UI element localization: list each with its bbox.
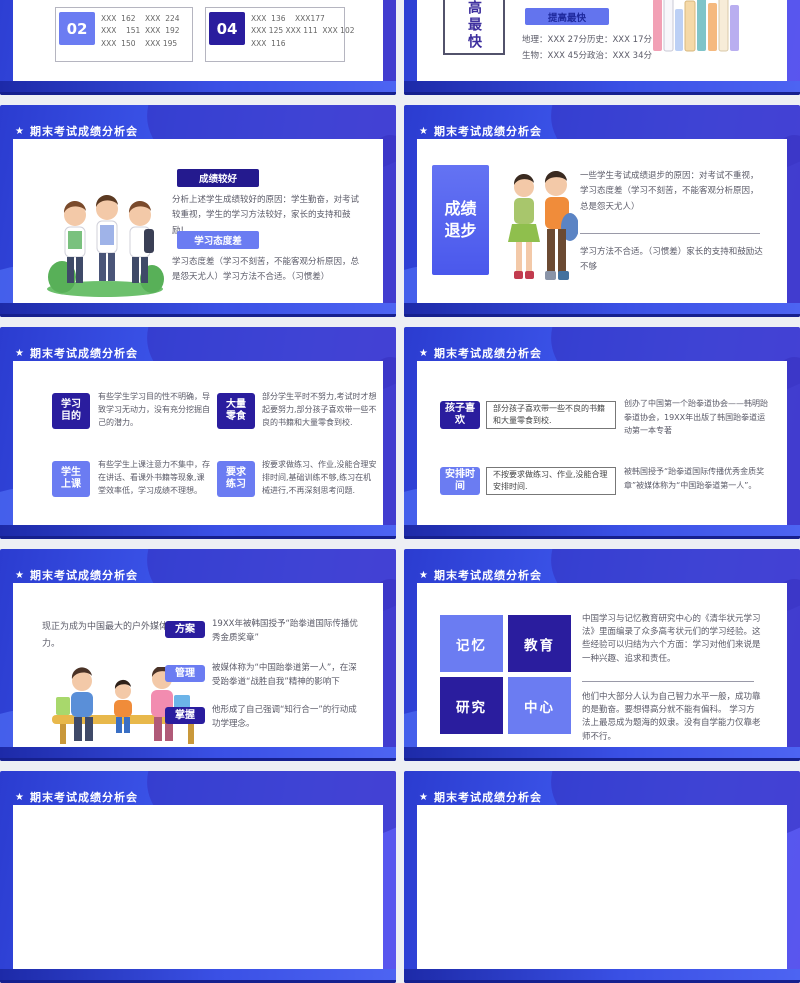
slide-header-title: 期末考试成绩分析会 — [433, 569, 542, 582]
star-icon: ★ — [15, 569, 25, 581]
two-students-illustration — [508, 171, 578, 280]
slide-header-title: 期末考试成绩分析会 — [433, 347, 542, 360]
manage-badge: 管理 — [165, 665, 205, 682]
snacks-badge: 大量零食 — [217, 393, 255, 429]
slide-thumbnail-7[interactable]: ★ 期末考试成绩分析会 现正为成为中国最大的户外媒体集团而努力。 方案 19XX… — [0, 549, 396, 761]
divider-line — [580, 233, 760, 234]
highlight-badge: 提高最快 — [525, 8, 609, 25]
stat-lines: XXX 162 XXX 224 XXX 151 XXX 192 XXX 150 … — [101, 14, 180, 48]
vertical-title: 提高最快 — [466, 0, 482, 51]
slide-thumbnail-4[interactable]: ★ 期末考试成绩分析会 成绩退步 一些学生考试成绩退步的原因：对考试不重视，学习… — [404, 105, 800, 317]
stat-lines: XXX 136 XXX177 XXX 125 XXX 111 XXX 102 X… — [251, 14, 355, 48]
practice-text: 按要求做练习、作业,没能合理安排时间,基础训练不够,练习在机械进行,不再深刻思考… — [262, 460, 377, 495]
slide-header: ★ 期末考试成绩分析会 — [15, 123, 138, 139]
class-attention-text: 有些学生上课注意力不集中，存在讲话、看课外书籍等现象,课堂效率低，学习成绩不理想… — [98, 460, 210, 495]
study-purpose-badge: 学习目的 — [52, 393, 90, 429]
research-square: 研究 — [440, 677, 503, 734]
slide-thumbnail-6[interactable]: ★ 期末考试成绩分析会 孩子喜欢 部分孩子喜欢带一些不良的书籍和大量零食到校. … — [404, 327, 800, 539]
education-square: 教育 — [508, 615, 571, 672]
books-illustration — [653, 0, 739, 52]
slide-footer-bar — [0, 969, 396, 983]
result-good-text: 分析上述学生成绩较好的原因：学生勤奋，对考试较重视，学生的学习方法较好，家长的支… — [172, 195, 360, 236]
study-purpose-text: 有些学生学习目的性不明确，导致学习无动力，没有充分挖掘自己的潜力。 — [98, 392, 210, 427]
slide-thumbnail-1[interactable]: 02 XXX 162 XXX 224 XXX 151 XXX 192 XXX 1… — [0, 0, 396, 95]
slide-header-title: 期末考试成绩分析会 — [29, 125, 138, 138]
vertical-title-box: 提高最快 — [443, 0, 505, 55]
slide-thumbnail-5[interactable]: ★ 期末考试成绩分析会 学习目的 有些学生学习目的性不明确，导致学习无动力，没有… — [0, 327, 396, 539]
star-icon: ★ — [15, 125, 25, 137]
slide-header-title: 期末考试成绩分析会 — [433, 791, 542, 804]
stat-box: 04 XXX 136 XXX177 XXX 125 XXX 111 XXX 10… — [205, 7, 355, 62]
result-good-badge: 成绩较好 — [177, 169, 259, 187]
slide-thumbnail-9[interactable]: ★ 期末考试成绩分析会 — [0, 771, 396, 983]
attitude-poor-text: 学习态度差（学习不刻苦，不能客观分析原因，总是怨天尤人）学习方法不合适。（习惯差… — [172, 257, 360, 283]
slide-header-title: 期末考试成绩分析会 — [433, 125, 542, 138]
stat-number-badge: 02 — [59, 12, 95, 45]
stat-box: 02 XXX 162 XXX 224 XXX 151 XXX 192 XXX 1… — [55, 7, 193, 62]
master-badge: 掌握 — [165, 707, 205, 724]
intro-text: 现正为成为中国最大的户外媒体集团而努力。 — [42, 622, 205, 650]
slide-footer-bar — [0, 81, 396, 95]
star-icon: ★ — [419, 347, 429, 359]
decline-title-block: 成绩退步 — [432, 165, 489, 275]
slide-footer-bar — [0, 303, 396, 317]
students-illustration — [47, 194, 164, 297]
schedule-text: 被韩国授予“跆拳道国际传播优秀金质奖章”被媒体称为“中国跆拳道第一人”。 — [624, 467, 765, 490]
slide-footer-bar — [404, 303, 800, 317]
slide-panel — [13, 805, 383, 969]
slide-header: ★ 期末考试成绩分析会 — [15, 345, 138, 361]
star-icon: ★ — [419, 569, 429, 581]
study-methods-text: 中国学习与记忆教育研究中心的《清华状元学习法》里面编录了众多高考状元们的学习经验… — [582, 614, 761, 664]
plan-text: 19XX年被韩国授予“跆拳道国际传播优秀金质奖章” — [212, 619, 358, 644]
star-icon: ★ — [15, 347, 25, 359]
slide-header-title: 期末考试成绩分析会 — [29, 791, 138, 804]
class-attention-badge: 学生上课 — [52, 461, 90, 497]
divider-line — [582, 681, 754, 682]
slide-header: ★ 期末考试成绩分析会 — [15, 567, 138, 583]
slide-thumbnail-10[interactable]: ★ 期末考试成绩分析会 — [404, 771, 800, 983]
decline-reason-text: 一些学生考试成绩退步的原因：对考试不重视，学习态度差（学习不刻苦，不能客观分析原… — [580, 171, 759, 212]
slide-header: ★ 期末考试成绩分析会 — [15, 789, 138, 805]
slide-footer-bar — [404, 525, 800, 539]
snacks-text: 部分学生平时不努力,考试时才想起要努力,部分孩子喜欢带一些不良的书籍和大量零食到… — [262, 392, 377, 427]
schedule-box: 不按要求做练习、作业,没能合理安排时间. — [486, 467, 616, 495]
slide-thumbnail-8[interactable]: ★ 期末考试成绩分析会 记忆 教育 研究 中心 中国学习与记忆教育研究中心的《清… — [404, 549, 800, 761]
slide-header: ★ 期末考试成绩分析会 — [419, 345, 542, 361]
star-icon: ★ — [15, 791, 25, 803]
center-square: 中心 — [508, 677, 571, 734]
star-icon: ★ — [419, 791, 429, 803]
attitude-poor-badge: 学习态度差 — [177, 231, 259, 249]
slide-footer-bar — [0, 525, 396, 539]
slide-thumbnail-3[interactable]: ★ 期末考试成绩分析会 成绩较好 分析上述学生成绩较好的原因：学生勤奋，对考试较… — [0, 105, 396, 317]
kids-like-box: 部分孩子喜欢带一些不良的书籍和大量零食到校. — [486, 401, 616, 429]
memory-square: 记忆 — [440, 615, 503, 672]
manage-text: 被媒体称为“中国跆拳道第一人”，在深受跆拳道“战胜自我”精神的影响下 — [212, 663, 357, 688]
decline-method-text: 学习方法不合适。（习惯差）家长的支持和鼓励达不够 — [580, 247, 763, 273]
slide-panel — [13, 361, 383, 525]
slide-thumbnail-2[interactable]: 提高最快 提高最快 地理：XXX 27分历史：XXX 17分 生物：XXX 45… — [404, 0, 800, 95]
slide-footer-bar — [404, 747, 800, 761]
schedule-badge: 安排时间 — [440, 467, 480, 495]
stat-number-badge: 04 — [209, 12, 245, 45]
star-icon: ★ — [419, 125, 429, 137]
kids-like-badge: 孩子喜欢 — [440, 401, 480, 429]
master-text: 他形成了自己强调“知行合一”的行动成功学理念。 — [212, 705, 357, 730]
slide-header: ★ 期末考试成绩分析会 — [419, 123, 542, 139]
slide-header-title: 期末考试成绩分析会 — [29, 569, 138, 582]
slide-panel — [417, 805, 787, 969]
slide-header: ★ 期末考试成绩分析会 — [419, 567, 542, 583]
diligence-text: 他们中大部分人认为自己智力水平一般，成功靠的是勤奋。要想得高分就不能有偏科。 学… — [582, 692, 761, 742]
subject-scores: 地理：XXX 27分历史：XXX 17分 生物：XXX 45分政治：XXX 34… — [522, 35, 652, 62]
kids-like-text: 创办了中国第一个跆拳道协会——韩明跆拳道协会，19XX年出版了韩国跆拳道运动第一… — [624, 399, 768, 436]
slide-footer-bar — [404, 81, 800, 95]
slide-header: ★ 期末考试成绩分析会 — [419, 789, 542, 805]
slide-footer-bar — [0, 747, 396, 761]
slide-footer-bar — [404, 969, 800, 983]
slide-header-title: 期末考试成绩分析会 — [29, 347, 138, 360]
plan-badge: 方案 — [165, 621, 205, 638]
practice-badge: 要求练习 — [217, 461, 255, 497]
slide-panel — [417, 361, 787, 525]
